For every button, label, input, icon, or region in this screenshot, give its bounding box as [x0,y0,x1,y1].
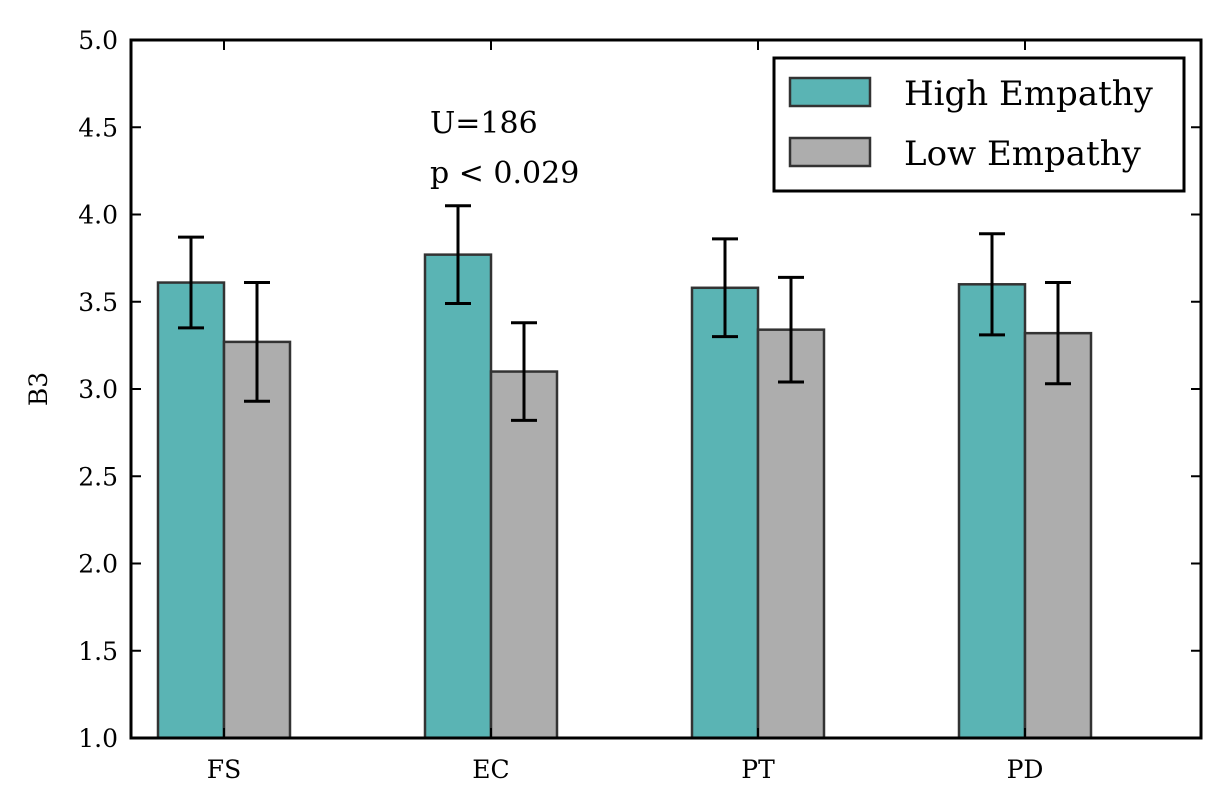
y-tick-label-4-0: 4.0 [78,201,118,230]
x-tick-label-pd: PD [1007,755,1044,784]
legend-label-low-empathy: Low Empathy [904,134,1142,174]
bar-fs-low-empathy [222,340,292,740]
bars-layer [156,253,1093,740]
legend-label-high-empathy: High Empathy [904,74,1154,114]
legend-swatch-high-empathy [788,76,872,108]
error-bars-layer [178,204,1071,422]
x-tick-label-pt: PT [741,755,775,784]
bar-pd-low-empathy [1023,331,1093,740]
error-bar-pt-low-empathy [778,275,804,384]
y-tick-label-5-0: 5.0 [78,26,118,55]
bar-ec-low-empathy [489,370,559,740]
y-tick-label-2-5: 2.5 [78,462,118,491]
bar-pt-high-empathy [690,286,760,740]
error-bar-pd-low-empathy [1045,281,1071,386]
legend-swatch-low-empathy [788,136,872,168]
error-bar-ec-low-empathy [511,321,537,422]
legend: High Empathy Low Empathy [772,56,1186,193]
bar-pd-high-empathy [957,283,1027,740]
y-tick-label-3-0: 3.0 [78,375,118,404]
y-tick-label-1-0: 1.0 [78,724,118,753]
y-tick-label-3-5: 3.5 [78,288,118,317]
bar-pt-low-empathy [756,328,826,740]
error-bar-ec-high-empathy [445,204,471,305]
error-bar-pd-high-empathy [979,232,1005,337]
error-bar-pt-high-empathy [712,237,738,339]
x-tick-label-ec: EC [472,755,509,784]
bar-fs-high-empathy [156,281,226,740]
bar-ec-high-empathy [423,253,493,740]
x-tick-label-fs: FS [207,755,241,784]
y-tick-label-2-0: 2.0 [78,550,118,579]
error-bar-fs-high-empathy [178,235,204,330]
y-tick-label-4-5: 4.5 [78,113,118,142]
y-tick-label-1-5: 1.5 [78,637,118,666]
significance-annotation: U=186 p < 0.029 [430,106,579,191]
error-bar-fs-low-empathy [244,281,270,403]
y-axis-label: B3 [24,372,53,406]
annotation-line-1: U=186 [430,106,538,141]
annotation-line-2: p < 0.029 [430,156,579,191]
ticks-layer: FS EC PT PD 1.0 1.5 2.0 2.5 3.0 3.5 4.0 4.5 5.0 [78,26,1201,784]
